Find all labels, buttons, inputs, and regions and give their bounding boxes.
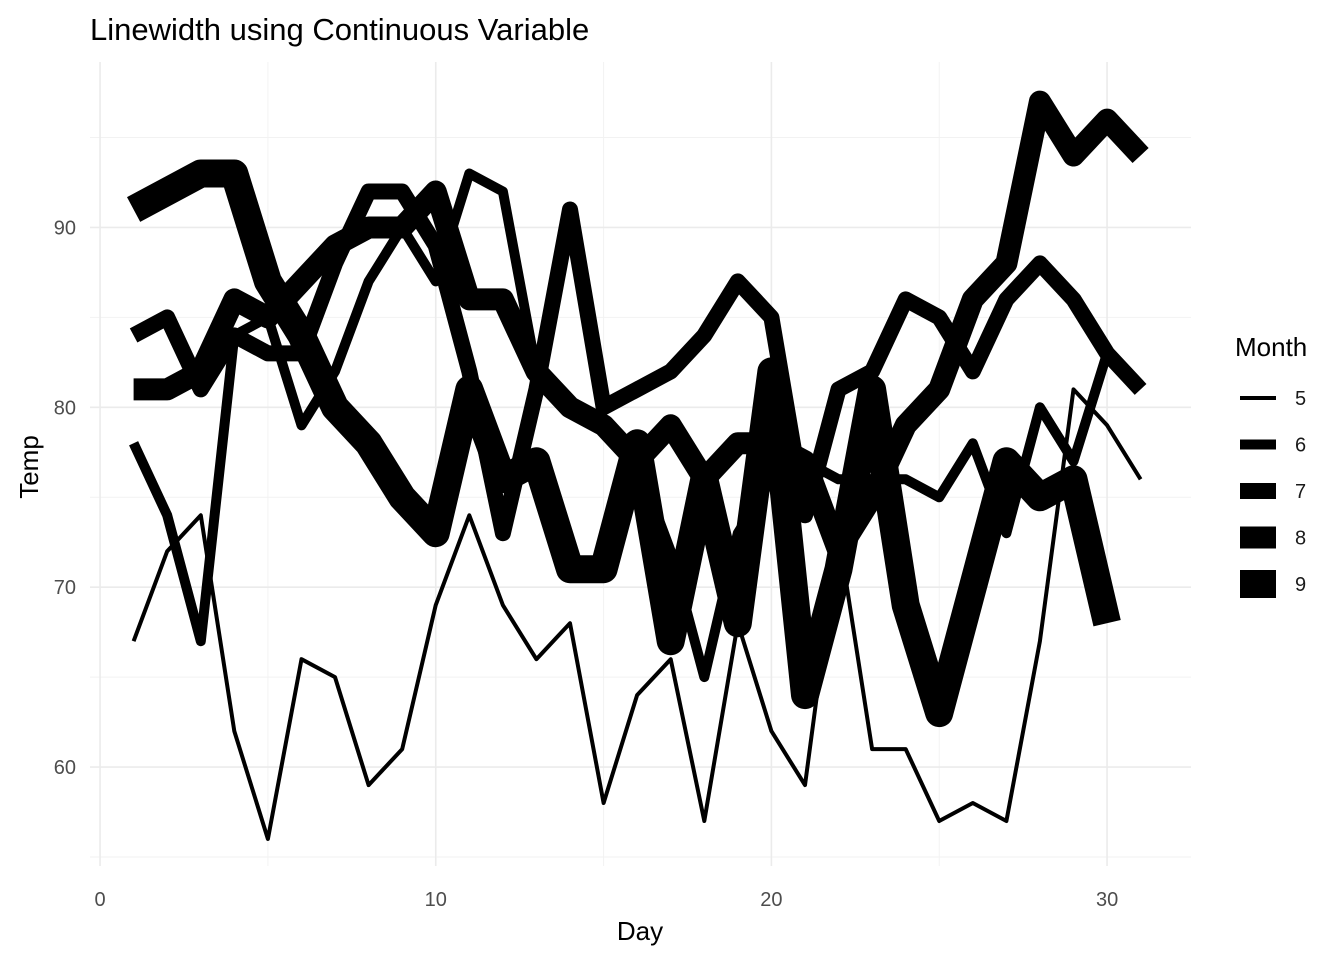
x-axis-ticks: 0 10 20 30 bbox=[95, 889, 1119, 911]
x-tick-label: 30 bbox=[1096, 889, 1118, 911]
legend-label-9: 9 bbox=[1295, 574, 1306, 596]
series-line-month-9 bbox=[126, 159, 1121, 728]
legend-label-7: 7 bbox=[1295, 481, 1306, 503]
x-tick-label: 10 bbox=[425, 889, 447, 911]
y-axis-ticks: 60 70 80 90 bbox=[54, 217, 76, 779]
chart-title: Linewidth using Continuous Variable bbox=[90, 12, 589, 47]
legend-label-8: 8 bbox=[1295, 528, 1306, 550]
x-axis-title: Day bbox=[617, 916, 663, 946]
legend-title: Month bbox=[1235, 332, 1307, 362]
x-tick-label: 20 bbox=[760, 889, 782, 911]
legend: Month 5 6 7 8 9 bbox=[1235, 332, 1307, 598]
series-line-month-5 bbox=[131, 387, 1143, 841]
plot-series bbox=[126, 90, 1149, 841]
legend-label-6: 6 bbox=[1295, 435, 1306, 457]
y-tick-label: 80 bbox=[54, 397, 76, 419]
y-tick-label: 70 bbox=[54, 577, 76, 599]
y-tick-label: 90 bbox=[54, 217, 76, 239]
y-axis-title: Temp bbox=[14, 435, 44, 499]
legend-label-5: 5 bbox=[1295, 388, 1306, 410]
x-tick-label: 0 bbox=[95, 889, 106, 911]
y-tick-label: 60 bbox=[54, 757, 76, 779]
